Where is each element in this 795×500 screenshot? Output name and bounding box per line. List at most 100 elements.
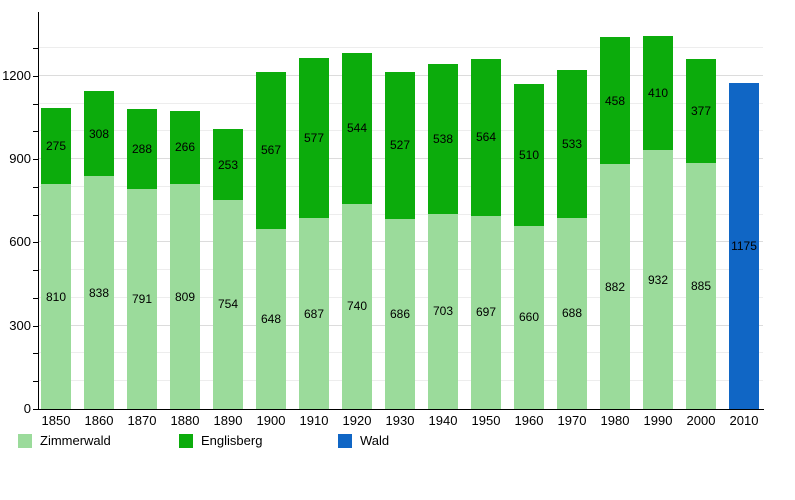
x-tick-label: 1990 [643, 413, 673, 428]
bar-segment-zimmerwald-1940 [428, 213, 458, 409]
bar-segment-englisberg-1850 [41, 107, 71, 185]
bar-value-label: 538 [432, 132, 454, 147]
bar-segment-englisberg-1860 [84, 90, 114, 177]
x-tick-label: 1920 [342, 413, 372, 428]
bar-value-label: 791 [131, 292, 153, 307]
y-tick [33, 159, 38, 161]
bar-segment-englisberg-1900 [256, 71, 286, 230]
bar-segment-zimmerwald-1860 [84, 176, 114, 409]
y-tick-label: 900 [9, 151, 31, 167]
y-tick [33, 75, 38, 77]
x-tick-label: 1900 [256, 413, 286, 428]
bar-segment-zimmerwald-1850 [41, 184, 71, 409]
x-tick-label: 1860 [84, 413, 114, 428]
bar-value-label: 410 [647, 86, 669, 101]
bar-segment-zimmerwald-1880 [170, 184, 200, 409]
bar-value-label: 564 [475, 130, 497, 145]
legend-swatch-wald [338, 433, 352, 448]
y-tick [33, 270, 38, 272]
bar-value-label: 688 [561, 306, 583, 321]
x-tick-label: 1930 [385, 413, 415, 428]
bar-value-label: 577 [303, 131, 325, 146]
bar-segment-englisberg-1880 [170, 110, 200, 185]
bar-segment-englisberg-1990 [643, 36, 673, 151]
bar-value-label: 810 [45, 289, 67, 304]
bar-segment-zimmerwald-1890 [213, 199, 243, 409]
gridline [38, 47, 763, 49]
bar-value-label: 885 [690, 279, 712, 294]
bar-segment-englisberg-1960 [514, 84, 544, 226]
bar-segment-zimmerwald-1910 [299, 218, 329, 409]
bar-value-label: 533 [561, 137, 583, 151]
legend-label-zimmerwald: Zimmerwald [40, 433, 111, 448]
bar-segment-zimmerwald-1900 [256, 229, 286, 409]
bar-segment-englisberg-1950 [471, 58, 501, 216]
bar-segment-zimmerwald-2000 [686, 163, 716, 409]
x-axis-line [38, 409, 764, 410]
bar-value-label: 697 [475, 305, 497, 320]
bar-segment-englisberg-1980 [600, 37, 630, 165]
x-tick-label: 2000 [686, 413, 716, 428]
bar-value-label: 308 [88, 126, 110, 141]
legend-swatch-englisberg [179, 433, 193, 448]
y-tick [33, 186, 38, 188]
bar-value-label: 687 [303, 306, 325, 321]
x-tick-label: 1940 [428, 413, 458, 428]
bar-segment-zimmerwald-1950 [471, 215, 501, 409]
bar-segment-zimmerwald-1970 [557, 218, 587, 409]
bar-segment-zimmerwald-1990 [643, 150, 673, 409]
y-tick [33, 353, 38, 355]
y-tick [33, 297, 38, 299]
bar-value-label: 377 [690, 103, 712, 118]
bar-segment-englisberg-1890 [213, 129, 243, 200]
bar-segment-englisberg-1970 [557, 70, 587, 218]
x-tick-label: 1910 [299, 413, 329, 428]
y-axis-line [38, 12, 39, 410]
plot-area: 810 275 838 308 791 288 809 266 754 253 648 567 687 5… [38, 12, 763, 409]
bar-segment-zimmerwald-1870 [127, 189, 157, 409]
bar-value-label: 253 [217, 157, 239, 172]
y-tick [33, 48, 38, 50]
y-tick [33, 214, 38, 216]
x-tick-label: 1970 [557, 413, 587, 428]
legend-item-zimmerwald: Zimmerwald [18, 433, 111, 448]
bar-value-label: 838 [88, 285, 110, 300]
y-tick [33, 103, 38, 105]
bar-segment-englisberg-1920 [342, 52, 372, 204]
x-tick-label: 1980 [600, 413, 630, 428]
x-tick-label: 1850 [41, 413, 71, 428]
x-tick-label: 1870 [127, 413, 157, 428]
legend-label-wald: Wald [360, 433, 390, 448]
bar-segment-zimmerwald-1930 [385, 218, 415, 409]
x-tick-label: 1960 [514, 413, 544, 428]
bar-value-label: 266 [174, 140, 196, 155]
y-tick-label: 0 [23, 401, 31, 416]
y-tick [33, 381, 38, 383]
bar-segment-englisberg-1910 [299, 58, 329, 219]
bar-value-label: 740 [346, 299, 368, 314]
bar-segment-zimmerwald-1960 [514, 225, 544, 409]
bar-value-label: 1175 [731, 238, 757, 253]
y-tick [33, 409, 38, 410]
bar-segment-englisberg-1930 [385, 72, 415, 219]
bar-value-label: 703 [432, 304, 454, 319]
bar-segment-wald-2010 [729, 82, 759, 409]
bar-value-label: 458 [604, 93, 626, 108]
bar-segment-englisberg-2000 [686, 58, 716, 164]
y-tick [33, 325, 38, 327]
bar-value-label: 882 [604, 279, 626, 294]
legend-label-englisberg: Englisberg [201, 433, 263, 448]
bar-value-label: 660 [518, 310, 540, 325]
x-tick-label: 2010 [729, 413, 759, 428]
bar-value-label: 288 [131, 142, 153, 157]
bar-value-label: 527 [389, 138, 411, 153]
bar-segment-englisberg-1940 [428, 64, 458, 214]
y-tick-label: 300 [9, 317, 31, 333]
bar-value-label: 809 [174, 289, 196, 304]
y-tick [33, 242, 38, 244]
x-tick-label: 1880 [170, 413, 200, 428]
legend-swatch-zimmerwald [18, 433, 32, 448]
bar-value-label: 932 [647, 272, 669, 287]
x-tick-label: 1950 [471, 413, 501, 428]
